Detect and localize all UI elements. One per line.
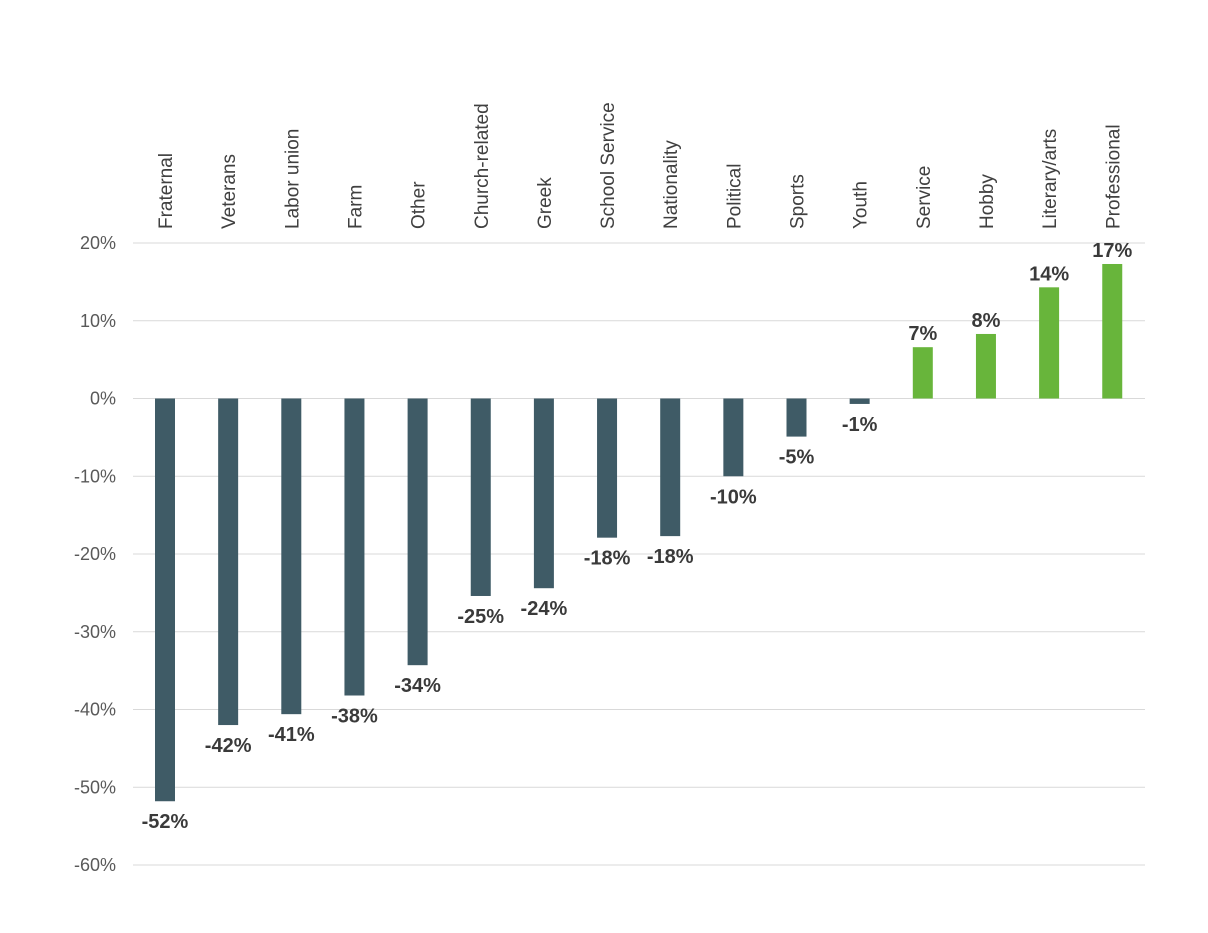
bar-service	[912, 347, 933, 399]
data-labels: -52% -42% -41% -38% -34% -25% -24% -18% -18% -10%…	[142, 240, 1133, 833]
category-label: Veterans	[219, 154, 240, 229]
bar-farm	[344, 398, 365, 696]
data-label: -1%	[842, 414, 878, 436]
bar-veterans	[218, 398, 239, 726]
category-label: Nationality	[661, 140, 682, 229]
y-tick-label: -30%	[74, 622, 116, 642]
category-label: Farm	[345, 185, 366, 229]
data-label: -41%	[268, 724, 315, 746]
bar-greek	[533, 398, 554, 589]
y-tick-label: -40%	[74, 700, 116, 720]
bar-literary-arts	[1039, 287, 1060, 399]
category-label: Service	[914, 166, 935, 229]
category-label: Church-related	[472, 103, 493, 229]
data-label: 14%	[1029, 263, 1069, 285]
data-label: -34%	[394, 675, 441, 697]
bar-nationality	[660, 398, 681, 537]
bar-youth	[849, 398, 870, 404]
y-tick-label: 20%	[80, 233, 116, 253]
data-label: -24%	[521, 598, 568, 620]
bar-other	[407, 398, 428, 666]
data-label: -18%	[584, 548, 631, 570]
data-label: -25%	[457, 606, 504, 628]
category-label: Professional	[1103, 124, 1124, 229]
bar-political	[723, 398, 744, 477]
bars	[155, 263, 1123, 802]
category-labels: Fraternal Veterans Labor union Farm Other Chu…	[156, 102, 1124, 229]
data-label: -38%	[331, 706, 378, 728]
category-label: Literary/arts	[1040, 129, 1061, 229]
y-axis-tick-labels: 20% 10% 0% -10% -20% -30% -40% -50% -60%	[74, 233, 116, 875]
bar-hobby	[975, 333, 996, 399]
category-label: Sports	[788, 174, 809, 229]
data-label: -10%	[710, 486, 757, 508]
data-label: 7%	[908, 323, 937, 345]
y-tick-label: -60%	[74, 855, 116, 875]
gridlines	[133, 242, 1145, 866]
y-tick-label: -10%	[74, 466, 116, 486]
bar-fraternal	[155, 398, 175, 802]
data-label: -5%	[779, 447, 815, 469]
category-label: Political	[724, 164, 745, 229]
bar-school-service	[597, 398, 618, 538]
category-label: Youth	[851, 181, 872, 229]
category-label: Fraternal	[156, 153, 177, 229]
data-label: -42%	[205, 735, 252, 757]
category-label: School Service	[598, 102, 619, 229]
bar-sports	[786, 398, 807, 437]
category-label: Other	[409, 181, 430, 229]
bar-church-related	[470, 398, 491, 596]
bar-labor-union	[281, 398, 302, 715]
data-label: -52%	[142, 811, 189, 833]
y-tick-label: 10%	[80, 311, 116, 331]
y-tick-label: -20%	[74, 544, 116, 564]
y-tick-label: 0%	[90, 389, 116, 409]
bar-professional	[1102, 263, 1123, 399]
data-label: -18%	[647, 546, 694, 568]
category-label: Hobby	[977, 174, 998, 229]
category-label: Greek	[535, 177, 556, 229]
data-label: 8%	[971, 310, 1000, 332]
y-tick-label: -50%	[74, 777, 116, 797]
data-label: 17%	[1092, 240, 1132, 262]
category-label: Labor union	[282, 129, 303, 229]
